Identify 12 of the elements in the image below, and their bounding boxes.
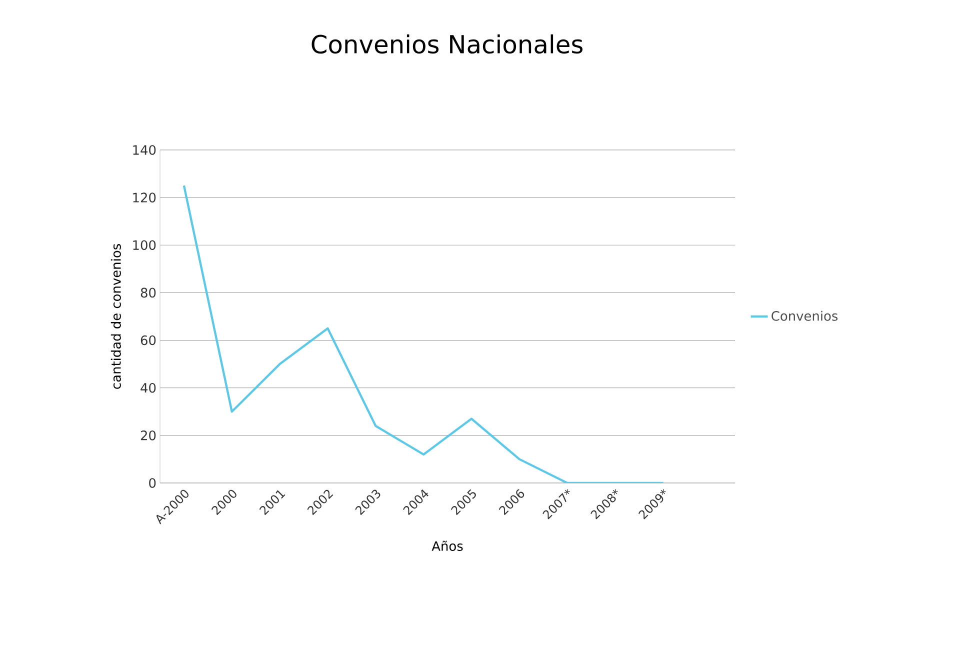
y-tick-label: 0 [149,478,156,488]
y-axis-title: cantidad de convenios [110,244,121,389]
y-tick-label: 120 [133,192,156,202]
y-tick-label: 140 [133,145,156,155]
y-tick-label: 60 [140,335,156,346]
y-tick-label: 20 [140,430,156,440]
x-axis-title: Años [432,540,463,551]
y-tick-label: 100 [133,240,156,250]
y-tick-label: 80 [140,288,156,298]
y-tick-label: 40 [140,382,156,393]
chart-title: Convenios Nacionales [312,34,582,54]
legend-label: Convenios [772,310,838,321]
